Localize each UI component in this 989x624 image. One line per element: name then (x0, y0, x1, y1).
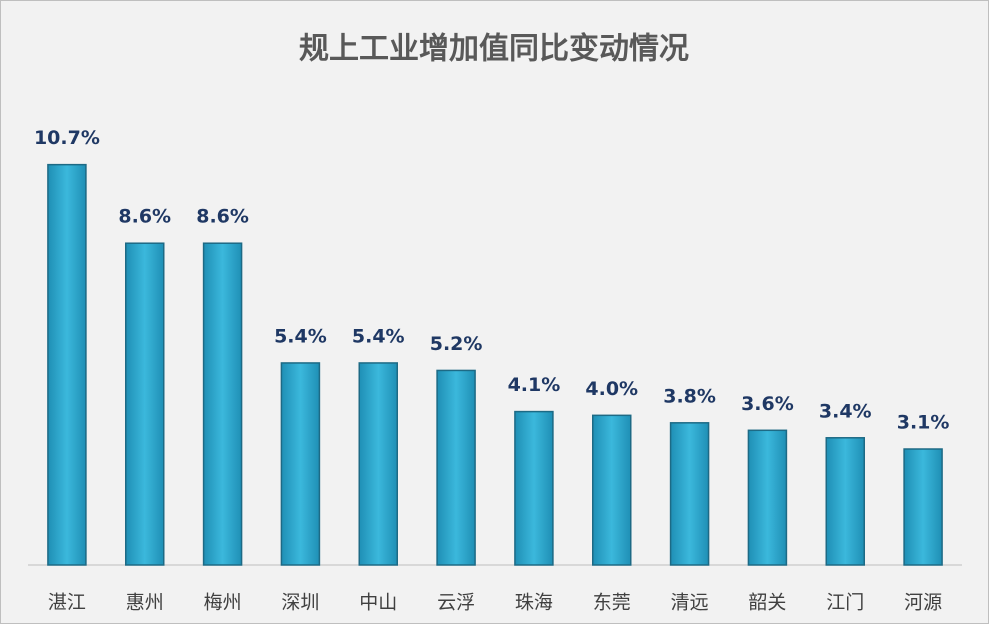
value-label: 5.4% (352, 325, 405, 347)
x-tick-label: 云浮 (437, 592, 475, 614)
value-label: 3.1% (897, 412, 950, 434)
value-label: 10.7% (34, 127, 100, 149)
value-label: 4.1% (508, 374, 561, 396)
chart-title: 规上工业增加值同比变动情况 (299, 32, 689, 67)
value-label: 3.6% (741, 393, 794, 415)
bar (125, 242, 165, 566)
bar (436, 369, 476, 566)
value-label: 5.2% (430, 333, 483, 355)
value-label: 8.6% (196, 206, 249, 228)
x-tick-label: 河源 (904, 592, 942, 614)
bar (202, 242, 243, 566)
value-label: 4.0% (585, 378, 638, 400)
bar (747, 429, 788, 566)
bar (358, 362, 398, 566)
x-tick-label: 梅州 (204, 592, 242, 614)
x-tick-label: 湛江 (48, 592, 86, 614)
x-tick-label: 江门 (826, 592, 864, 614)
x-tick-label: 韶关 (748, 592, 786, 614)
x-tick-label: 珠海 (515, 592, 553, 614)
x-tick-label: 中山 (359, 592, 397, 614)
value-label: 8.6% (118, 206, 171, 228)
value-label: 5.4% (274, 325, 327, 347)
bar (669, 422, 710, 566)
bar (280, 362, 321, 566)
bar (47, 163, 87, 566)
value-label: 3.8% (663, 385, 716, 407)
x-tick-label: 东莞 (593, 592, 631, 614)
bar (592, 414, 632, 566)
bar (903, 448, 943, 566)
value-label: 3.4% (819, 400, 872, 422)
bar (514, 410, 554, 566)
x-tick-label: 惠州 (126, 592, 164, 614)
x-tick-label: 清远 (671, 592, 709, 614)
bar (825, 437, 865, 566)
x-tick-label: 深圳 (281, 592, 319, 614)
